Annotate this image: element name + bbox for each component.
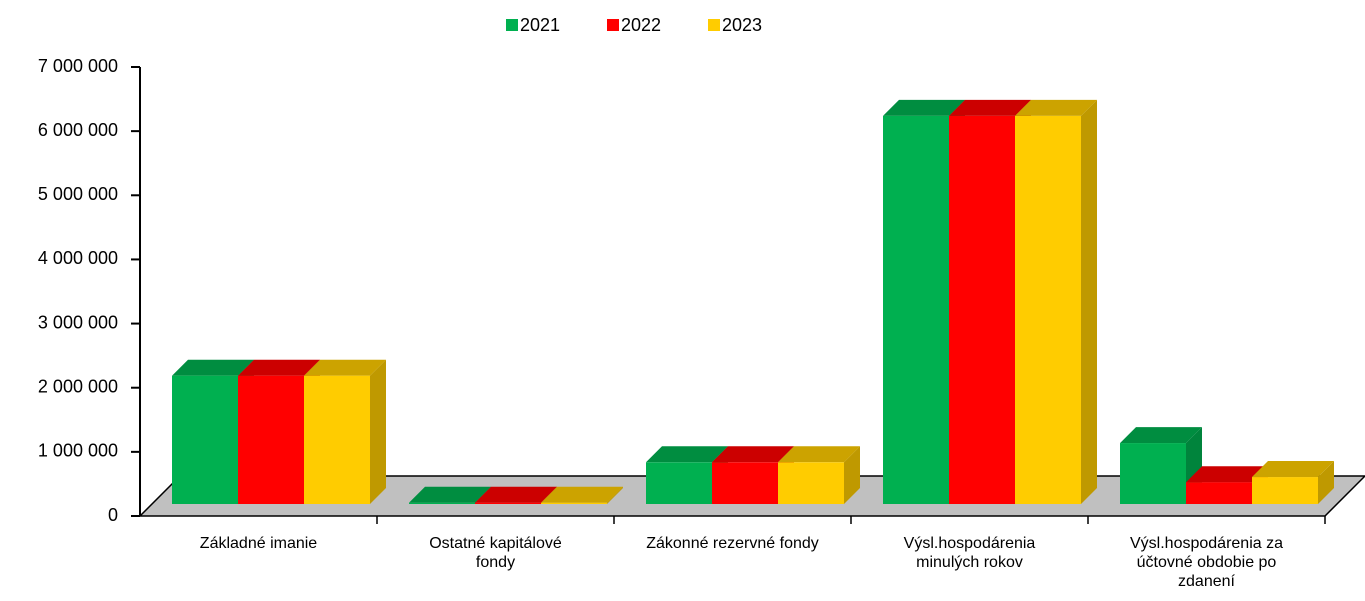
y-tick-label: 0 (108, 505, 118, 525)
legend-swatch (708, 19, 720, 31)
bar (883, 115, 949, 504)
bar-side (844, 446, 860, 504)
bar (541, 502, 607, 504)
bar (409, 502, 475, 504)
bar-top (1015, 99, 1097, 116)
bar-top (304, 359, 386, 376)
bar-top (172, 359, 254, 376)
legend-label: 2022 (621, 15, 661, 35)
bar-side (1318, 461, 1334, 504)
bar-top (409, 486, 491, 503)
bar-top (646, 446, 728, 463)
bar-top (1120, 427, 1202, 444)
bar (304, 375, 370, 504)
bar (778, 462, 844, 504)
bar (1186, 482, 1252, 504)
legend-swatch (607, 19, 619, 31)
legend-label: 2021 (520, 15, 560, 35)
bar-side (370, 359, 386, 504)
x-tick-label: Výsl.hospodárenia minulých rokov (903, 535, 1036, 571)
bar (1015, 115, 1081, 504)
bar-top (778, 446, 860, 463)
bar (475, 502, 541, 504)
x-tick-label: Zákonné rezervné fondy (646, 535, 819, 552)
y-tick-label: 1 000 000 (38, 441, 118, 461)
y-tick-label: 6 000 000 (38, 120, 118, 140)
bar-top (1186, 466, 1268, 483)
bar-top (541, 486, 623, 503)
bar-top (712, 446, 794, 463)
bar (646, 462, 712, 504)
bar (949, 115, 1015, 504)
bar-top (1252, 461, 1334, 478)
bar (712, 462, 778, 504)
x-tick-label: Výsl.hospodárenia za účtovné obdobie po … (1130, 535, 1283, 590)
bar (1120, 443, 1186, 504)
x-tick-label: Ostatné kapitálové fondy (429, 535, 562, 571)
y-tick-label: 4 000 000 (38, 248, 118, 268)
bar-top (475, 486, 557, 503)
bar-top (238, 359, 320, 376)
y-tick-label: 7 000 000 (38, 56, 118, 76)
bar-side (607, 486, 623, 504)
x-tick-label: Základné imanie (199, 535, 318, 552)
bar-top (949, 99, 1031, 116)
bar (238, 375, 304, 504)
legend-label: 2023 (722, 15, 762, 35)
y-tick-label: 2 000 000 (38, 376, 118, 396)
bar-side (1081, 99, 1097, 504)
legend-swatch (506, 19, 518, 31)
bar (172, 375, 238, 504)
bar-top (883, 99, 965, 116)
bar (1252, 477, 1318, 504)
y-tick-label: 5 000 000 (38, 184, 118, 204)
y-tick-label: 3 000 000 (38, 312, 118, 332)
